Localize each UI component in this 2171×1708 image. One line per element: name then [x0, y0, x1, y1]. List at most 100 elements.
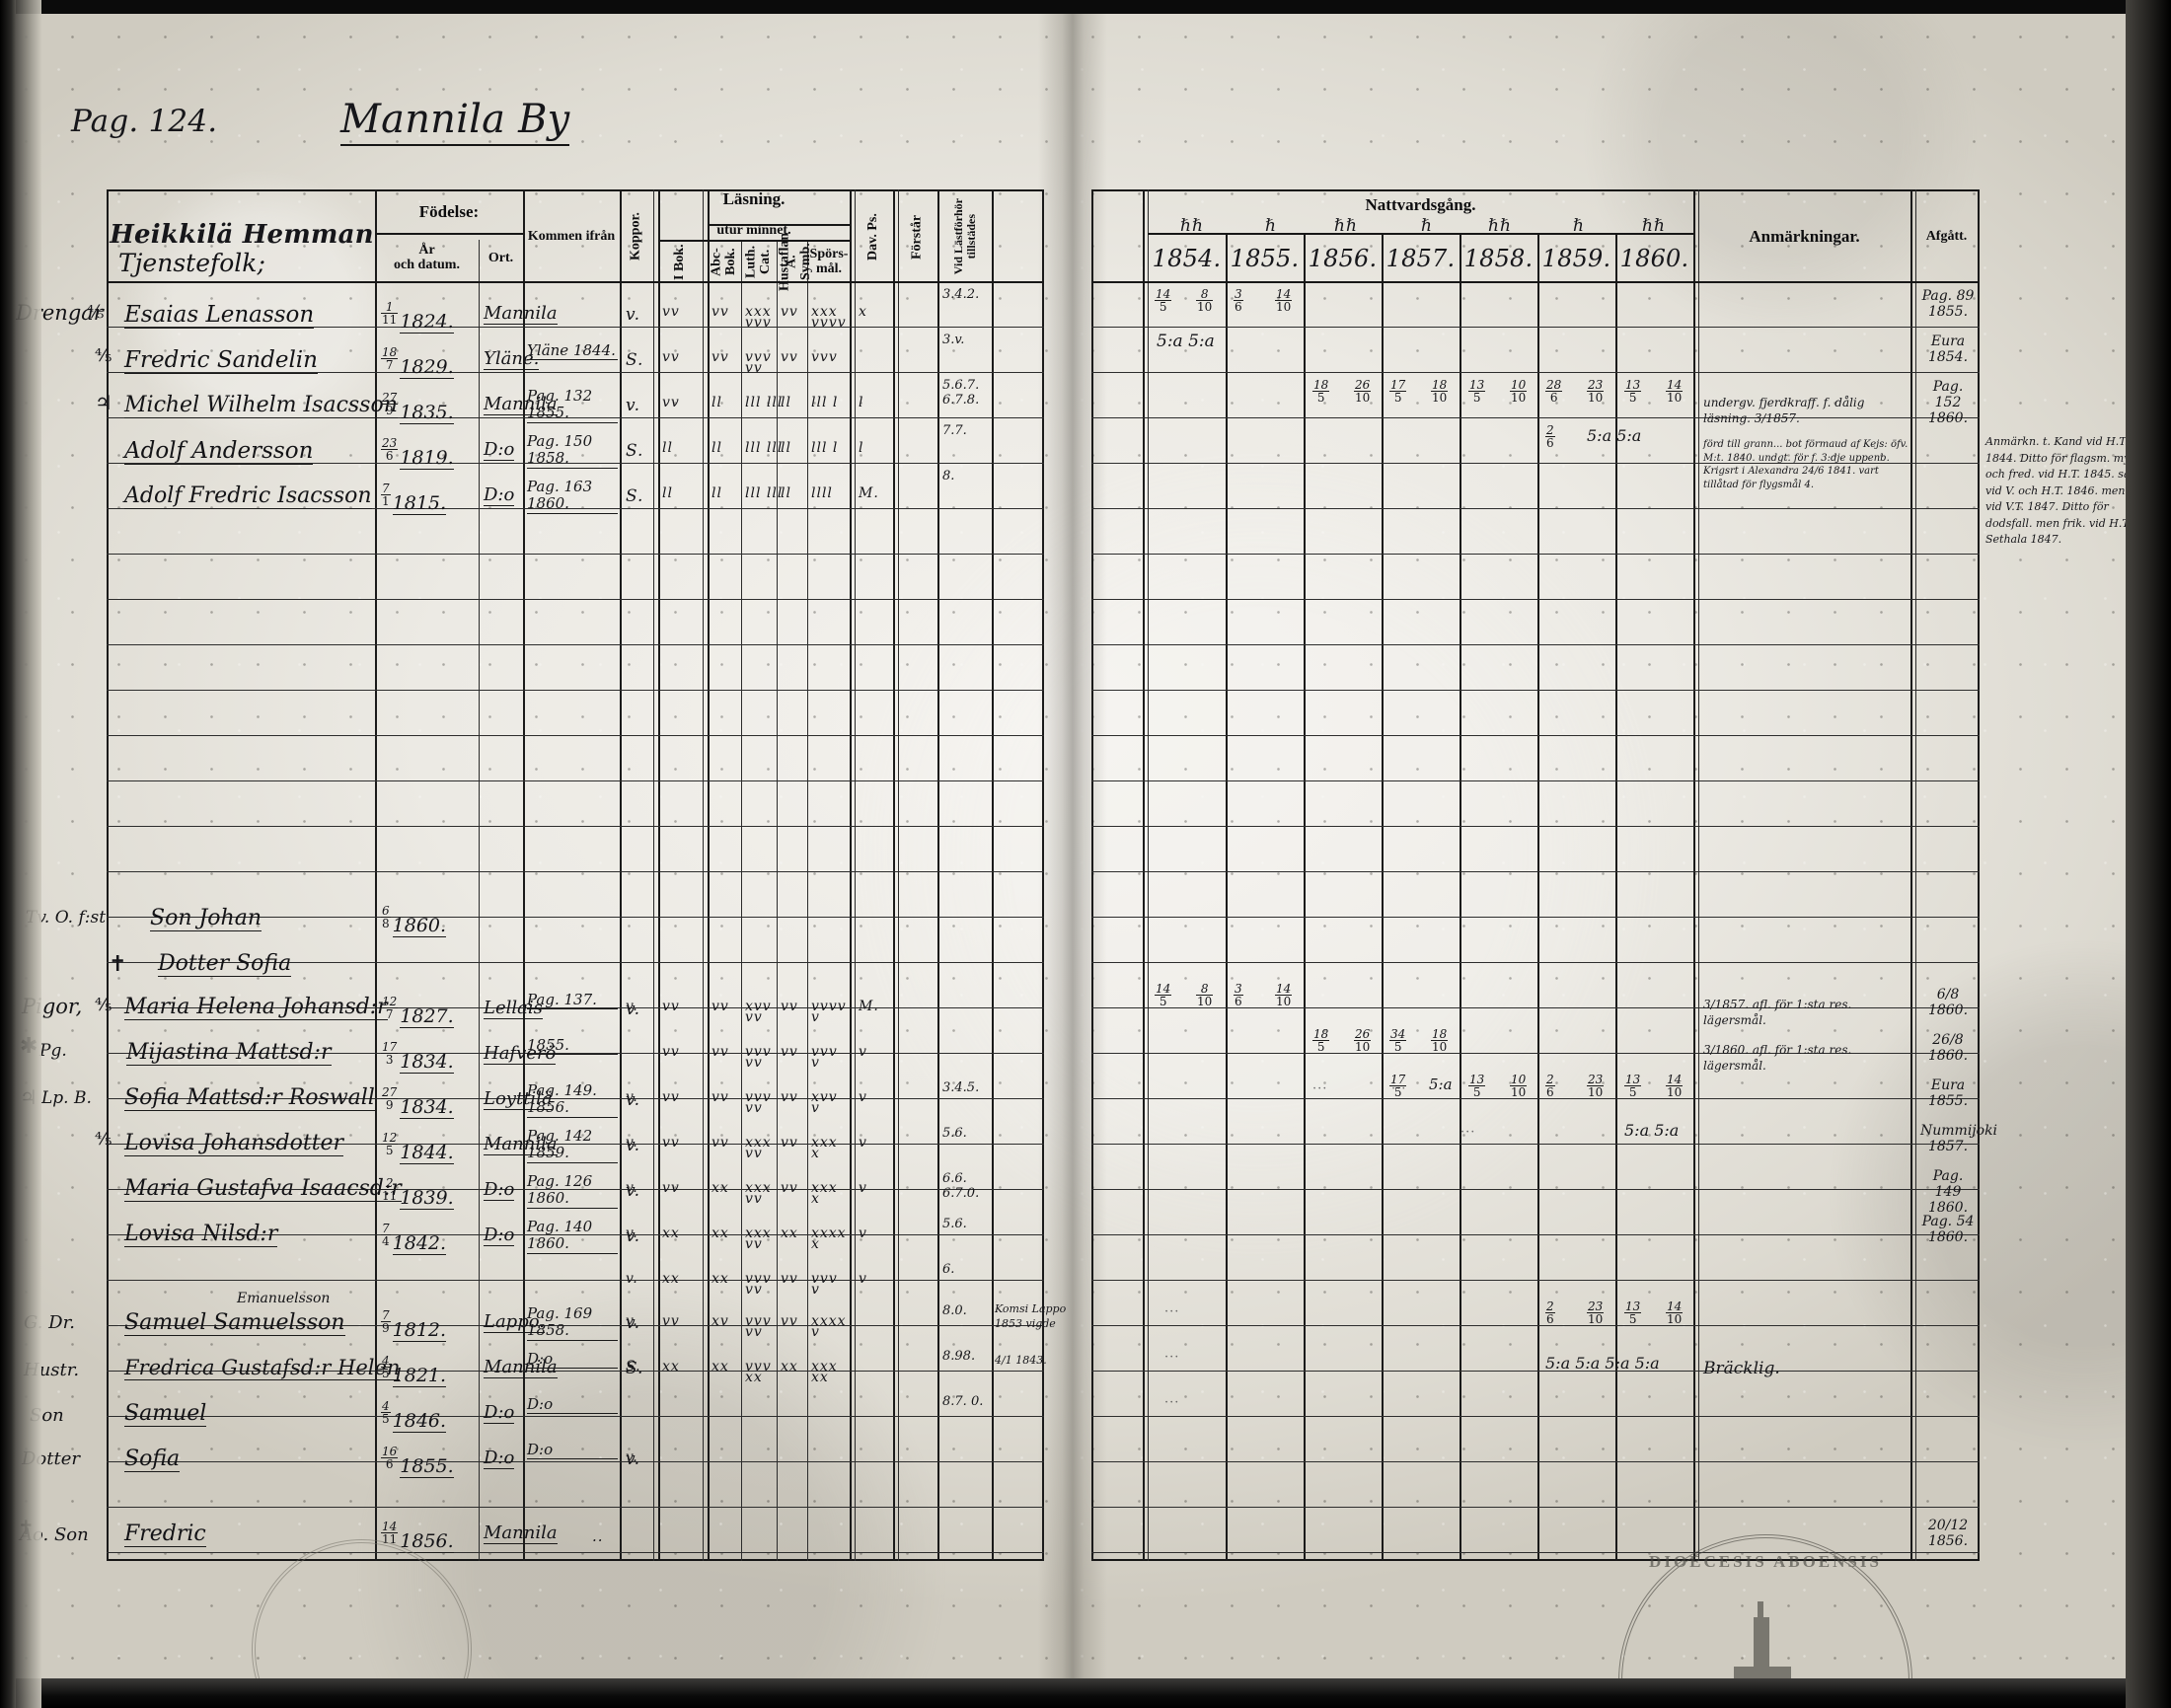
smallpox-mark: S. — [626, 441, 644, 461]
reading-mark: xx — [711, 1180, 729, 1196]
person-name: Mijastina Mattsd:r — [126, 1040, 332, 1066]
birth-date: 7 4 1842. — [381, 1222, 447, 1256]
faint-mark: ··· — [1164, 1395, 1180, 1410]
reading-mark: vv — [781, 349, 798, 365]
row-rule — [107, 1189, 1044, 1190]
departed-value: Pag. 89 1855. — [1921, 288, 1975, 321]
birth-date: 6 8 1860. — [381, 904, 447, 938]
communion-mark: 18 10 — [1431, 378, 1449, 405]
faint-mark: ··· — [1391, 1081, 1407, 1096]
header-birth-group: Födelse: — [418, 202, 480, 222]
smallpox-mark: v. — [626, 305, 640, 325]
reading-mark: xxx vvv — [745, 304, 772, 332]
header-communion-group: Nattvardsgång. — [1365, 195, 1476, 215]
communion-mark: 5:a 5:a — [1157, 332, 1215, 351]
person-name: Fredric — [124, 1522, 206, 1547]
reading-mark: ll — [781, 395, 791, 410]
communion-mark: 13 5 — [1468, 1073, 1486, 1099]
come-from: D:o — [527, 1395, 618, 1415]
row-rule — [107, 508, 1044, 509]
person-mark-icon: ⅘ — [95, 345, 113, 366]
departed-value: 6/8 1860. — [1927, 987, 1969, 1019]
remark-text: 3/1860. afl. för 1:sta res. lägersmål. — [1703, 1043, 1852, 1074]
competence-value: 3.v. — [942, 333, 965, 347]
come-from: Pag. 150 1858. — [527, 432, 618, 469]
reading-mark: ll — [662, 440, 673, 456]
person-name: Sofia Mattsd:r Roswall — [124, 1085, 375, 1111]
reading-mark: v — [859, 1089, 867, 1105]
competence-value: 6. — [942, 1262, 955, 1277]
communion-year-1856: 1856. — [1308, 245, 1378, 273]
row-rule — [1091, 1280, 1980, 1281]
row-rule — [1091, 1325, 1980, 1326]
reading-mark: vv — [781, 1180, 798, 1196]
competence-value: 8.0. — [942, 1303, 967, 1318]
faint-mark: ··· — [1312, 1081, 1328, 1096]
reading-mark: xxxx x — [811, 1225, 847, 1253]
person-name: Dotter Sofia — [158, 951, 292, 977]
person-name: Fredrica Gustafsd:r Helen — [124, 1356, 401, 1380]
reading-mark: xv — [711, 1313, 729, 1329]
communion-year-1860: 1860. — [1619, 245, 1689, 273]
margin-note: Anmärkn. t. Kand vid H.T. 1844. Ditto fö… — [1985, 435, 2154, 546]
header-birth-place: Ort. — [487, 250, 514, 265]
competence-value: 8.98. — [942, 1349, 976, 1364]
header-come-from: Kommen ifrån — [527, 228, 616, 244]
reading-mark: ll — [662, 485, 673, 501]
reading-mark: vv — [662, 395, 680, 410]
person-name: Michel Wilhelm Isacsson — [124, 393, 398, 418]
birth-date: 18 7 1829. — [381, 345, 454, 380]
scan-edge-top — [0, 0, 2171, 14]
person-mark-icon: ⅘ — [95, 1129, 113, 1150]
row-rule — [107, 1098, 1044, 1099]
row-rule — [107, 1280, 1044, 1281]
reading-mark: xxx vv — [745, 1180, 772, 1208]
reading-mark: xxx vv — [745, 1135, 772, 1162]
communion-mark: 18 10 — [1431, 1027, 1449, 1054]
reading-mark: vvv xx — [745, 1359, 772, 1386]
role-label-lp: Lp. B. — [41, 1088, 92, 1108]
row-rule — [107, 826, 1044, 827]
birth-date: 1 11 1824. — [381, 300, 454, 334]
reading-mark: v — [859, 1044, 867, 1060]
row-rule — [1091, 826, 1980, 827]
row-rule — [1091, 917, 1980, 918]
extra-note: 4/1 1843. — [995, 1354, 1047, 1367]
birth-place: Hafverö — [484, 1043, 557, 1065]
reading-mark: vv — [781, 1089, 798, 1105]
birth-date: 27 9 1835. — [381, 391, 454, 425]
reading-mark: lll l — [811, 395, 839, 410]
row-rule — [1091, 372, 1980, 373]
row-rule — [1091, 1098, 1980, 1099]
reading-mark: v. — [626, 1089, 638, 1105]
scan-edge-left-inner — [16, 0, 41, 1708]
communion-mark: 14 10 — [1666, 1073, 1684, 1099]
reading-mark: vvv — [811, 349, 838, 365]
reading-mark: x — [859, 304, 867, 320]
reading-mark: xxx vv — [745, 1225, 772, 1253]
remark-text: undergv. fjerdkraff. f. dålig läsning. 3… — [1703, 396, 1865, 426]
birth-date: 17 3 1834. — [381, 1040, 454, 1075]
person-name: Samuel — [124, 1401, 207, 1427]
scan-edge-bottom — [0, 1678, 2171, 1708]
row-rule — [1091, 417, 1980, 418]
page-number-label: Pag. 124. — [71, 104, 218, 139]
row-rule — [1091, 1189, 1980, 1190]
come-from: Pag. 149. 1856. — [527, 1081, 618, 1118]
row-rule — [1091, 1371, 1980, 1372]
row-rule — [107, 735, 1044, 736]
row-rule — [107, 327, 1044, 328]
communion-mark: 26 10 — [1354, 378, 1372, 405]
person-mark-icon: ♃ — [95, 391, 113, 414]
reading-mark: M. — [859, 485, 879, 501]
reading-mark: vvv v — [811, 1044, 838, 1072]
reading-mark: v. — [626, 1180, 638, 1196]
communion-mark: 13 5 — [1624, 378, 1642, 405]
reading-mark: ll — [781, 485, 791, 501]
birth-place: Loyttilä — [484, 1088, 553, 1110]
reading-mark: xx — [781, 1359, 798, 1374]
birth-place: D:o — [484, 1179, 515, 1201]
communion-year-1855: 1855. — [1230, 245, 1300, 273]
